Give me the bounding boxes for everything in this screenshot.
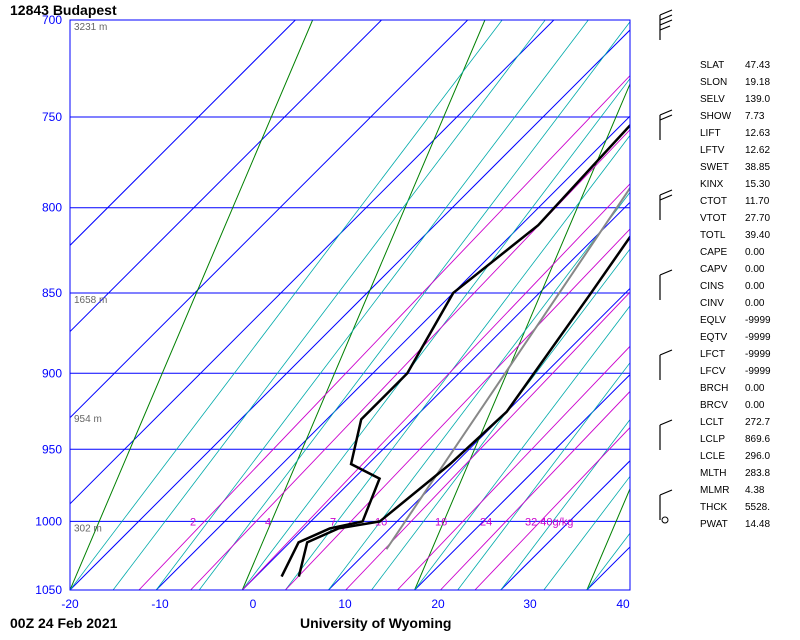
- index-value: 27.70: [745, 213, 770, 224]
- y-tick: 850: [42, 286, 62, 300]
- index-key: LCLE: [700, 451, 725, 462]
- y-tick: 900: [42, 366, 62, 380]
- x-tick: 10: [338, 597, 352, 611]
- index-key: KINX: [700, 179, 724, 190]
- index-key: BRCV: [700, 400, 728, 411]
- y-tick: 1000: [35, 514, 62, 528]
- index-key: EQTV: [700, 332, 728, 343]
- index-value: -9999: [745, 315, 771, 326]
- index-value: 4.38: [745, 485, 765, 496]
- index-value: 139.0: [745, 94, 770, 105]
- index-key: SLAT: [700, 60, 724, 71]
- index-value: 0.00: [745, 383, 765, 394]
- index-key: MLMR: [700, 485, 729, 496]
- index-value: 39.40: [745, 230, 770, 241]
- mixing-label: 4: [265, 516, 271, 528]
- index-value: -9999: [745, 366, 771, 377]
- index-value: 7.73: [745, 111, 765, 122]
- height-label: 954 m: [74, 414, 102, 425]
- skewt-diagram: 7007508008509009501000105024710162432 40…: [0, 0, 800, 640]
- index-value: 0.00: [745, 264, 765, 275]
- index-key: EQLV: [700, 315, 726, 326]
- index-value: 0.00: [745, 400, 765, 411]
- index-value: 0.00: [745, 298, 765, 309]
- index-value: 19.18: [745, 77, 770, 88]
- index-key: SHOW: [700, 111, 732, 122]
- index-key: CTOT: [700, 196, 727, 207]
- height-label: 302 m: [74, 523, 102, 534]
- mixing-label: 24: [480, 516, 492, 528]
- y-tick: 750: [42, 110, 62, 124]
- x-tick: 40: [616, 597, 630, 611]
- index-value: 12.63: [745, 128, 770, 139]
- index-key: PWAT: [700, 519, 728, 530]
- index-value: 11.70: [745, 196, 770, 207]
- x-tick: -10: [151, 597, 169, 611]
- index-key: MLTH: [700, 468, 726, 479]
- index-key: LFTV: [700, 145, 725, 156]
- index-key: LIFT: [700, 128, 721, 139]
- index-key: VTOT: [700, 213, 726, 224]
- index-value: 0.00: [745, 247, 765, 258]
- mixing-label: 16: [435, 516, 447, 528]
- index-key: TOTL: [700, 230, 726, 241]
- index-key: THCK: [700, 502, 728, 513]
- y-tick: 1050: [35, 583, 62, 597]
- index-key: CAPV: [700, 264, 728, 275]
- index-value: 0.00: [745, 281, 765, 292]
- index-value: -9999: [745, 349, 771, 360]
- index-key: SELV: [700, 94, 725, 105]
- x-tick: -20: [61, 597, 79, 611]
- index-value: 15.30: [745, 179, 770, 190]
- index-key: LFCV: [700, 366, 726, 377]
- x-tick: 20: [431, 597, 445, 611]
- index-key: SWET: [700, 162, 729, 173]
- index-value: 869.6: [745, 434, 770, 445]
- y-tick: 950: [42, 442, 62, 456]
- x-tick: 30: [523, 597, 537, 611]
- mixing-label: 2: [190, 516, 196, 528]
- index-key: LCLP: [700, 434, 725, 445]
- index-key: CINS: [700, 281, 724, 292]
- index-value: -9999: [745, 332, 771, 343]
- index-value: 38.85: [745, 162, 770, 173]
- height-label: 3231 m: [74, 22, 107, 33]
- index-key: CAPE: [700, 247, 728, 258]
- y-tick: 800: [42, 201, 62, 215]
- height-label: 1658 m: [74, 295, 107, 306]
- index-value: 12.62: [745, 145, 770, 156]
- index-value: 272.7: [745, 417, 770, 428]
- index-value: 47.43: [745, 60, 770, 71]
- index-key: LFCT: [700, 349, 725, 360]
- footer-time: 00Z 24 Feb 2021: [10, 615, 118, 631]
- index-value: 283.8: [745, 468, 770, 479]
- index-key: SLON: [700, 77, 727, 88]
- index-key: CINV: [700, 298, 724, 309]
- footer-source: University of Wyoming: [300, 615, 451, 631]
- index-key: BRCH: [700, 383, 728, 394]
- index-value: 14.48: [745, 519, 770, 530]
- index-key: LCLT: [700, 417, 724, 428]
- station-title: 12843 Budapest: [10, 2, 117, 18]
- index-value: 296.0: [745, 451, 770, 462]
- mixing-label: 32 40g/kg: [525, 516, 573, 528]
- index-value: 5528.: [745, 502, 770, 513]
- x-tick: 0: [250, 597, 257, 611]
